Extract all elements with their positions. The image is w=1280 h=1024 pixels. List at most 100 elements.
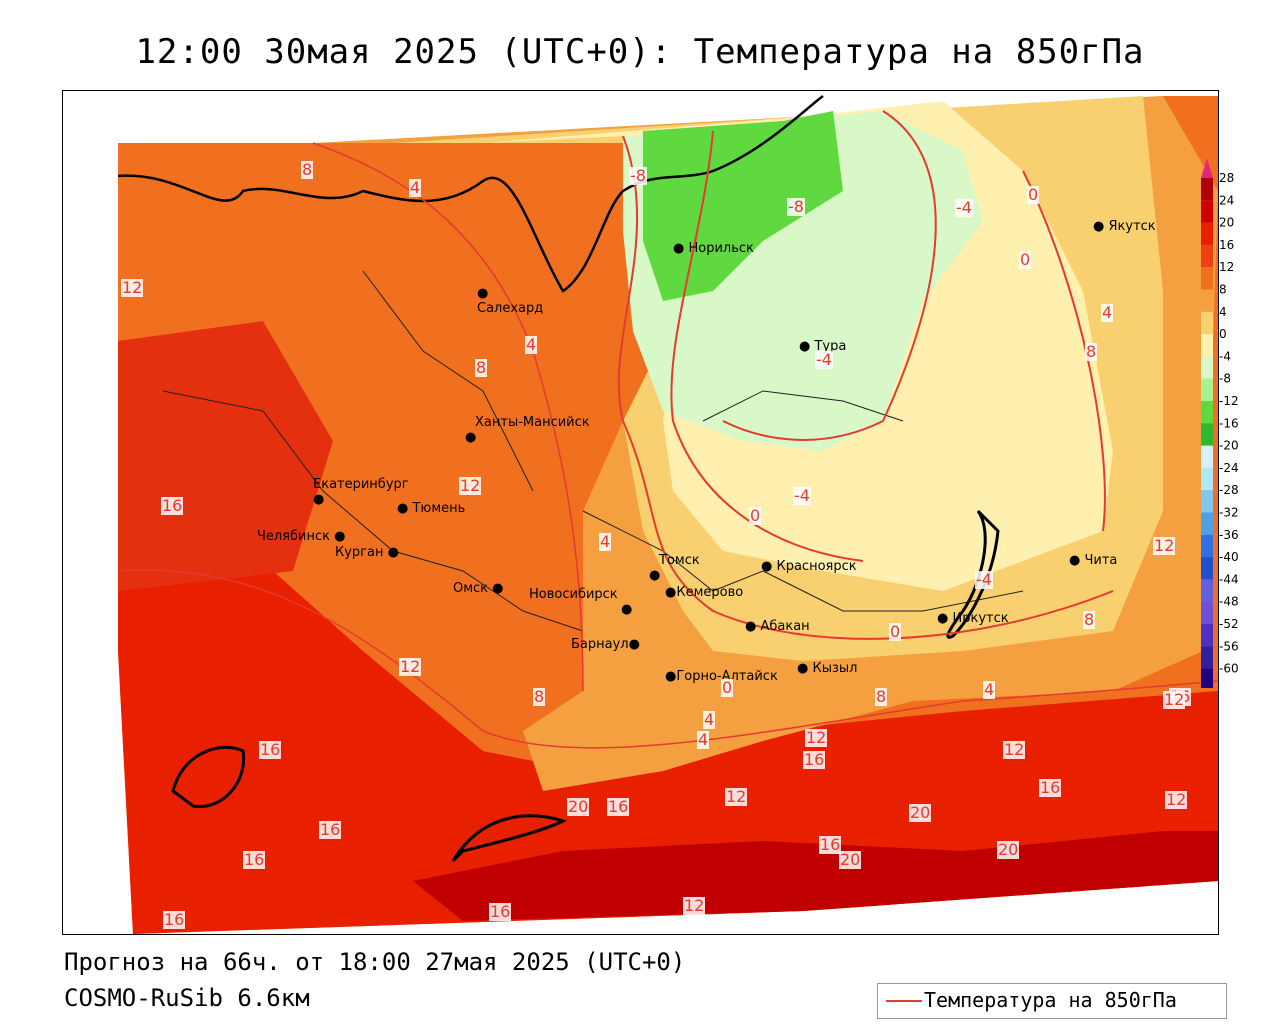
scale-swatch: [1201, 378, 1213, 401]
city-chita: ● Чита: [1069, 553, 1118, 568]
coastline: [117, 95, 824, 293]
contour-value-label: -8: [787, 197, 805, 216]
contour-value-label: 4: [1101, 303, 1114, 322]
scale-swatch: [1201, 334, 1213, 357]
contour-value-label: 20: [567, 797, 590, 816]
scale-label: 12: [1219, 260, 1234, 274]
scale-swatch: [1201, 267, 1213, 290]
contour-value-label: 16: [163, 910, 186, 929]
scale-swatch: [1201, 490, 1213, 513]
contour-value-label: 8: [875, 687, 888, 706]
contour-line: [117, 569, 1218, 749]
city-tomsk: Томск ●: [649, 553, 700, 583]
contour-value-label: 0: [1019, 250, 1032, 269]
scale-swatch: [1201, 557, 1213, 580]
city-krasnoyarsk: ● Красноярск: [761, 559, 857, 574]
contour-value-label: 0: [721, 678, 734, 697]
scale-label: -28: [1219, 483, 1239, 497]
model-info: COSMO-RuSib 6.6км: [64, 984, 310, 1012]
scale-label: 0: [1219, 327, 1227, 341]
scale-swatch: [1201, 467, 1213, 491]
contour-value-label: 12: [1163, 690, 1186, 709]
scale-label: -36: [1219, 528, 1239, 542]
lake-balkhash: [451, 814, 567, 863]
scale-label: -4: [1219, 349, 1231, 363]
scale-label: 4: [1219, 305, 1227, 319]
contour-value-label: 8: [1085, 342, 1098, 361]
city-salekhard: ● Салехард: [477, 286, 544, 316]
contour-value-label: -4: [955, 198, 973, 217]
contour-value-label: 16: [607, 797, 630, 816]
city-kurgan: Курган ●: [335, 545, 399, 560]
scale-label: -40: [1219, 550, 1239, 564]
scale-swatch: [1201, 646, 1213, 669]
contour-value-label: -8: [629, 166, 647, 185]
scale-swatch: [1201, 512, 1213, 535]
contour-value-label: 20: [909, 803, 932, 822]
scale-label: -20: [1219, 439, 1239, 453]
scale-label: -52: [1219, 617, 1239, 631]
scale-swatch: [1201, 289, 1213, 312]
scale-label: -16: [1219, 416, 1239, 430]
temperature-map[interactable]: ● Норильск ● Якутск ● Салехард ● Тура Хан…: [62, 90, 1219, 935]
map-title: 12:00 30мая 2025 (UTC+0): Температура на…: [135, 32, 1145, 72]
contour-value-label: 16: [489, 902, 512, 921]
contour-value-label: 16: [819, 835, 842, 854]
scale-swatch: [1201, 445, 1213, 468]
city-yekaterinburg: Екатеринбург ●: [313, 477, 409, 507]
legend: Температура на 850гПа: [877, 983, 1227, 1019]
contour-value-label: 8: [475, 358, 488, 377]
warm-zone-west: [118, 321, 333, 591]
contour-value-label: 4: [697, 730, 710, 749]
city-abakan: ● Абакан: [745, 619, 810, 634]
scale-label: 28: [1219, 171, 1234, 185]
scale-label: 20: [1219, 216, 1234, 230]
contour-value-label: 12: [683, 896, 706, 915]
city-tyumen: ● Тюмень: [397, 501, 466, 516]
scale-label: -8: [1219, 372, 1231, 386]
legend-line-swatch: [886, 1000, 922, 1002]
scale-label: -32: [1219, 506, 1239, 520]
legend-label: Температура на 850гПа: [924, 988, 1177, 1012]
contour-value-label: 12: [1165, 790, 1188, 809]
contour-value-label: 16: [319, 820, 342, 839]
scale-label: -48: [1219, 595, 1239, 609]
city-irkutsk: ● Иркутск: [937, 611, 1009, 626]
contour-value-label: 4: [983, 680, 996, 699]
scale-swatch: [1201, 244, 1213, 268]
contour-value-label: 8: [301, 160, 314, 179]
scale-label: -12: [1219, 394, 1239, 408]
contour-value-label: 12: [1003, 740, 1026, 759]
contour-value-label: 0: [889, 622, 902, 641]
scale-swatch: [1201, 178, 1213, 201]
contour-value-label: 12: [725, 787, 748, 806]
city-norilsk: ● Норильск: [673, 241, 754, 256]
contour-value-label: 4: [409, 178, 422, 197]
city-novosibirsk: Новосибирск ●: [529, 587, 633, 617]
city-gorno-altaysk: ●Горно-Алтайск: [665, 669, 778, 684]
contour-value-label: 12: [805, 728, 828, 747]
scale-swatch: [1201, 423, 1213, 446]
scale-label: -60: [1219, 662, 1239, 676]
city-barnaul: Барнаул●: [571, 637, 640, 652]
scale-label: -24: [1219, 461, 1239, 475]
contour-value-label: -4: [975, 570, 993, 589]
scale-label: 8: [1219, 283, 1227, 297]
scale-swatch: [1201, 601, 1213, 624]
scale-swatch: [1201, 624, 1213, 647]
contour-value-label: -4: [815, 350, 833, 369]
contour-value-label: 12: [1153, 536, 1176, 555]
contour-value-label: 4: [599, 532, 612, 551]
city-omsk: Омск ●: [453, 581, 504, 596]
scale-swatch: [1201, 579, 1213, 602]
scale-top-arrow: [1201, 158, 1213, 178]
contour-value-label: 20: [997, 840, 1020, 859]
contour-value-label: 4: [703, 710, 716, 729]
scale-swatch: [1201, 311, 1213, 335]
scale-swatch: [1201, 534, 1213, 558]
contour-value-label: 12: [121, 278, 144, 297]
contour-value-label: 20: [839, 850, 862, 869]
scale-swatch: [1201, 222, 1213, 245]
contour-value-label: 16: [161, 496, 184, 515]
city-khanty-mansiysk: Ханты-Мансийск ●: [465, 415, 590, 445]
